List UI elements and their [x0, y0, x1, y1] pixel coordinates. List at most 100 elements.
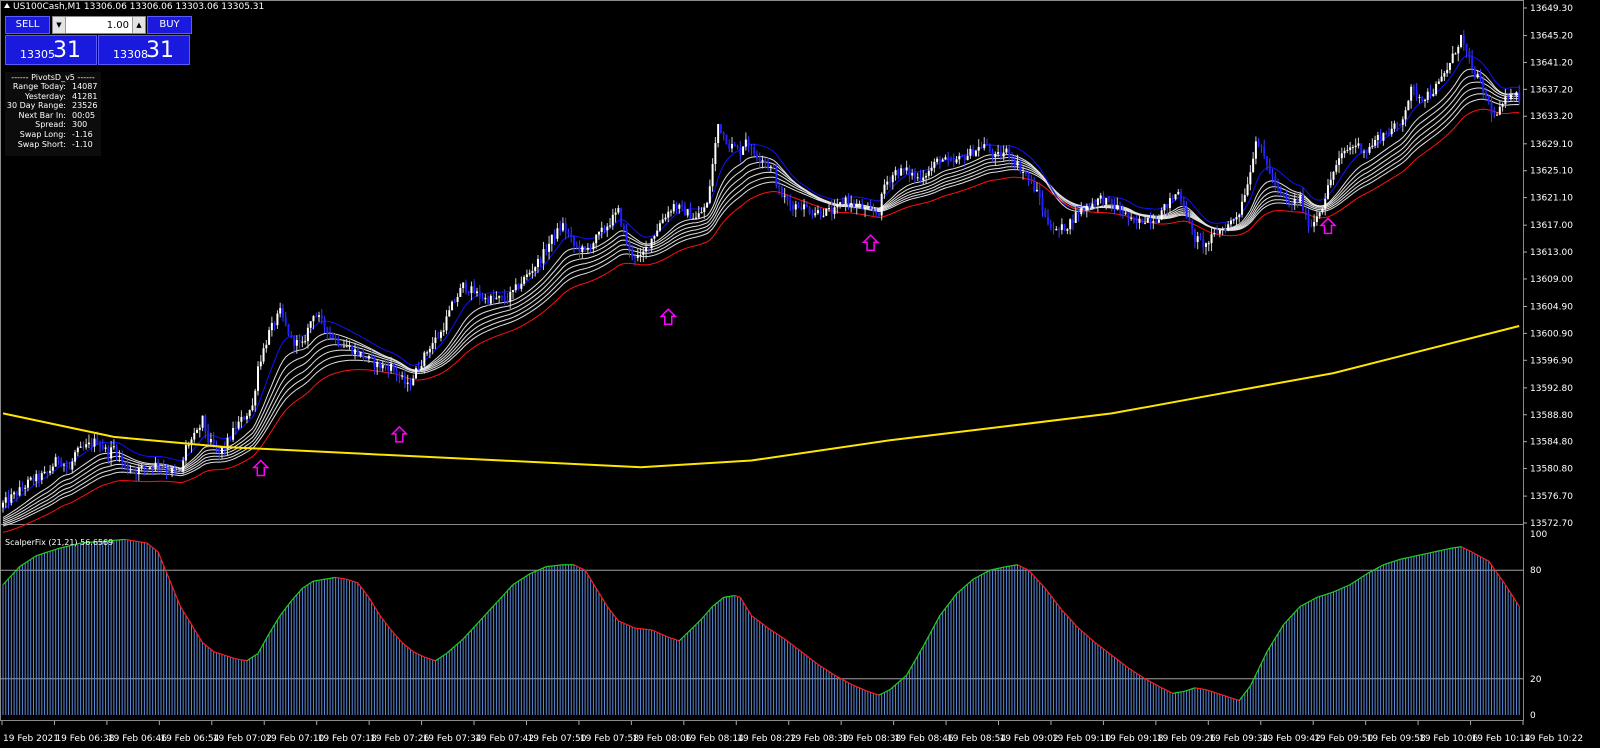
candle-body [814, 213, 817, 216]
oscillator-down-segment [1028, 569, 1032, 574]
bull-candle [1243, 188, 1246, 203]
oscillator-up-segment [523, 575, 528, 578]
bear-candle [1365, 150, 1368, 159]
candle-body [1518, 92, 1521, 102]
sell-button[interactable]: SELL [5, 16, 50, 34]
candle-body [977, 146, 980, 151]
oscillator-down-segment [803, 653, 808, 657]
bear-candle [373, 355, 376, 375]
sell-price-prefix: 13305 [20, 48, 55, 61]
oscillator-up-segment [939, 611, 944, 616]
bull-candle [1168, 192, 1171, 213]
candle-body [54, 457, 57, 467]
candle-body [245, 415, 248, 420]
candle-body [1166, 204, 1169, 208]
lot-increase-icon[interactable]: ▲ [132, 17, 145, 33]
candle-body [548, 243, 551, 252]
collapse-triangle-icon[interactable] [4, 3, 10, 8]
bear-candle [963, 154, 966, 167]
oscillator-up-segment [1388, 561, 1392, 564]
bear-candle [719, 124, 722, 134]
oscillator-down-segment [396, 635, 400, 640]
candle-body [1002, 152, 1005, 157]
candle-body [1343, 150, 1346, 154]
candle-body [1174, 194, 1177, 200]
bear-candle [797, 201, 800, 209]
oscillator-down-segment [418, 653, 422, 657]
oscillator-down-segment [1225, 695, 1229, 698]
candle-body [764, 160, 767, 163]
bull-candle [251, 398, 254, 412]
time-tick-label: 19 Feb 07:58 [580, 734, 639, 744]
oscillator-down-segment [360, 586, 364, 591]
bear-candle [46, 471, 49, 479]
oscillator-up-segment [989, 569, 993, 571]
oscillator-down-segment [160, 558, 165, 566]
candle-body [523, 276, 526, 284]
oscillator-down-segment [354, 581, 358, 584]
bull-candle [1016, 154, 1019, 170]
buy-quote-button[interactable]: 13308 31 [98, 35, 190, 65]
lot-size-input[interactable] [67, 17, 129, 33]
bull-candle [886, 175, 889, 190]
oscillator-up-segment [33, 555, 37, 559]
oscillator-up-segment [886, 689, 891, 692]
bear-candle [32, 474, 35, 486]
bear-candle [1468, 47, 1471, 64]
oscillator-up-segment [1391, 560, 1395, 563]
bear-candle [1274, 172, 1277, 191]
oscillator-down-segment [1042, 584, 1046, 589]
oscillator-down-segment [185, 615, 190, 621]
oscillator-up-segment [540, 567, 544, 570]
oscillator-up-segment [279, 611, 284, 616]
bull-candle [1423, 98, 1426, 108]
candle-body [1324, 198, 1327, 209]
candle-body [753, 147, 756, 154]
oscillator-down-segment [177, 599, 181, 607]
candle-body [49, 470, 52, 474]
oscillator-down-segment [1141, 676, 1146, 680]
oscillator-up-segment [1352, 580, 1357, 584]
candle-body [348, 345, 351, 347]
bear-candle [387, 362, 390, 378]
candle-body [700, 212, 703, 214]
lot-decrease-icon[interactable]: ▼ [53, 17, 66, 33]
bear-candle [290, 330, 293, 339]
candle-body [459, 287, 462, 297]
candle-body [525, 274, 528, 277]
oscillator-down-segment [668, 636, 672, 639]
oscillator-up-segment [532, 570, 536, 574]
candle-body [1205, 243, 1208, 247]
oscillator-down-segment [155, 549, 159, 553]
candle-body [1252, 158, 1255, 173]
bull-candle [245, 413, 248, 424]
candle-body [1235, 217, 1238, 220]
oscillator-up-segment [895, 681, 899, 686]
bull-candle [1498, 100, 1501, 116]
oscillator-up-segment [302, 585, 306, 589]
bull-candle [656, 223, 659, 237]
candle-body [198, 427, 201, 430]
candle-body [1504, 96, 1507, 104]
oscillator-up-segment [925, 635, 930, 642]
oscillator-up-segment [252, 654, 256, 658]
oscillator-up-segment [678, 637, 683, 642]
oscillator-down-segment [848, 682, 852, 685]
buy-button[interactable]: BUY [147, 16, 192, 34]
price-tick-label: 13645.20 [1530, 32, 1573, 42]
oscillator-down-segment [606, 606, 611, 611]
time-tick-label: 19 Feb 07:02 [213, 734, 272, 744]
oscillator-up-segment [5, 578, 9, 583]
bear-candle [972, 144, 975, 157]
oscillator-down-segment [1078, 627, 1082, 631]
candle-body [445, 316, 448, 331]
candle-body [1005, 148, 1008, 153]
bull-candle [706, 201, 709, 208]
oscillator-down-segment [1144, 678, 1149, 681]
candle-body [387, 366, 390, 371]
bull-candle [606, 223, 609, 237]
candle-body [451, 301, 454, 311]
pivots-row: Range Today: 14087 [5, 82, 101, 92]
sell-quote-button[interactable]: 13305 31 [5, 35, 97, 65]
